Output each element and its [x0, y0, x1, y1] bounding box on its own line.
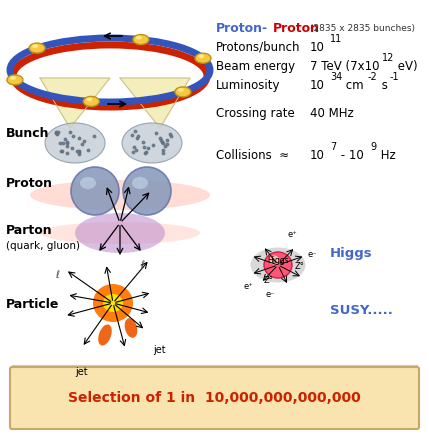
- Ellipse shape: [80, 177, 96, 189]
- Text: jet: jet: [75, 367, 88, 377]
- Ellipse shape: [83, 97, 99, 106]
- Text: -2: -2: [368, 72, 378, 82]
- Text: 9: 9: [370, 142, 376, 152]
- Ellipse shape: [198, 54, 204, 58]
- Text: 34: 34: [330, 72, 342, 82]
- Text: SUSY.....: SUSY.....: [330, 303, 393, 316]
- Text: -1: -1: [390, 72, 400, 82]
- Text: Parton: Parton: [6, 224, 53, 237]
- Ellipse shape: [40, 222, 200, 244]
- Text: 10: 10: [310, 40, 325, 54]
- Text: e⁻: e⁻: [308, 250, 317, 259]
- Ellipse shape: [10, 76, 16, 80]
- Ellipse shape: [123, 167, 171, 215]
- Ellipse shape: [133, 35, 149, 45]
- Text: Selection of 1 in  10,000,000,000,000: Selection of 1 in 10,000,000,000,000: [68, 391, 360, 405]
- Ellipse shape: [122, 123, 182, 163]
- Text: e⁺: e⁺: [288, 230, 298, 239]
- Text: 40 MHz: 40 MHz: [310, 106, 354, 120]
- Ellipse shape: [30, 180, 210, 210]
- Text: (2835 x 2835 bunches): (2835 x 2835 bunches): [310, 23, 415, 32]
- Text: - 10: - 10: [337, 148, 364, 162]
- Ellipse shape: [269, 256, 279, 264]
- Ellipse shape: [7, 75, 23, 85]
- Ellipse shape: [29, 43, 45, 53]
- Ellipse shape: [136, 35, 142, 39]
- Text: Z°: Z°: [264, 276, 274, 285]
- Ellipse shape: [264, 252, 292, 278]
- Ellipse shape: [93, 284, 133, 322]
- Ellipse shape: [75, 213, 165, 253]
- Text: e⁺: e⁺: [243, 282, 253, 291]
- Ellipse shape: [86, 97, 92, 101]
- Text: s: s: [378, 78, 388, 92]
- Text: Z°: Z°: [295, 262, 305, 271]
- Text: 11: 11: [330, 34, 342, 44]
- Ellipse shape: [178, 88, 184, 92]
- Text: Protons/bunch: Protons/bunch: [216, 40, 300, 54]
- Text: cm: cm: [342, 78, 364, 92]
- FancyBboxPatch shape: [10, 367, 419, 429]
- Text: Collisions  ≈: Collisions ≈: [216, 148, 289, 162]
- Ellipse shape: [251, 248, 305, 283]
- Text: jet: jet: [153, 345, 166, 355]
- Ellipse shape: [125, 318, 137, 338]
- Text: Higgs: Higgs: [267, 256, 289, 265]
- Text: Proton: Proton: [273, 22, 320, 35]
- Text: Luminosity: Luminosity: [216, 78, 281, 92]
- Text: Proton: Proton: [6, 176, 53, 190]
- Text: e⁻: e⁻: [266, 290, 275, 299]
- Ellipse shape: [103, 294, 123, 312]
- Polygon shape: [40, 78, 110, 128]
- Text: Proton-: Proton-: [216, 22, 268, 35]
- Text: 7 TeV (7x10: 7 TeV (7x10: [310, 59, 380, 73]
- Text: eV): eV): [394, 59, 417, 73]
- Text: Crossing rate: Crossing rate: [216, 106, 295, 120]
- Text: ℓ: ℓ: [140, 260, 144, 270]
- Ellipse shape: [32, 44, 38, 48]
- Text: 12: 12: [382, 53, 394, 63]
- Text: Beam energy: Beam energy: [216, 59, 295, 73]
- Ellipse shape: [195, 53, 211, 63]
- Text: Bunch: Bunch: [6, 127, 49, 140]
- Text: Particle: Particle: [6, 299, 59, 311]
- Ellipse shape: [71, 167, 119, 215]
- Text: Higgs: Higgs: [330, 246, 373, 260]
- Text: ℓ: ℓ: [55, 270, 59, 280]
- Ellipse shape: [98, 324, 112, 346]
- Text: Hz: Hz: [377, 148, 396, 162]
- Ellipse shape: [45, 123, 105, 163]
- Text: (quark, gluon): (quark, gluon): [6, 241, 80, 251]
- Text: 10: 10: [310, 148, 325, 162]
- Text: 7: 7: [330, 142, 336, 152]
- Text: 10: 10: [310, 78, 325, 92]
- Polygon shape: [120, 78, 190, 128]
- Ellipse shape: [132, 177, 148, 189]
- Ellipse shape: [175, 87, 191, 97]
